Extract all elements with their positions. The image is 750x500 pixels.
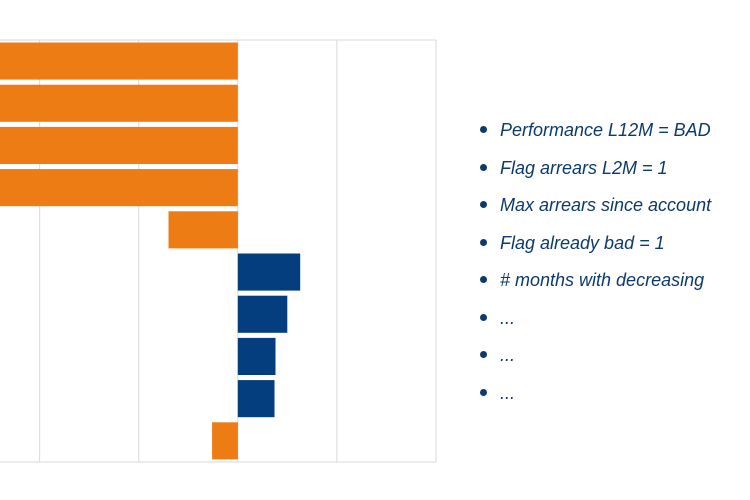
factor-label: ...: [500, 307, 516, 328]
factor-item: ...: [478, 379, 711, 417]
factor-item: # months with decreasing: [478, 266, 711, 304]
factor-label: ...: [500, 382, 516, 403]
bullet-icon: [480, 276, 487, 283]
bar: [0, 84, 238, 122]
factor-label: ...: [500, 345, 516, 365]
bullet-icon: [480, 163, 487, 171]
bar: [237, 295, 288, 333]
factor-item: Max arrears since account: [478, 191, 711, 229]
factor-label: Performance L12M = BAD: [500, 120, 711, 140]
bullet-icon: [480, 126, 487, 133]
bar: [237, 337, 276, 375]
bar: [168, 211, 238, 249]
bar: [0, 169, 238, 207]
bar: [0, 42, 238, 80]
bar: [212, 422, 238, 460]
bar: [237, 253, 301, 291]
bullet-icon: [480, 388, 487, 396]
factor-label: Flag already bad = 1: [500, 232, 665, 253]
bullet-icon: [480, 351, 487, 358]
bar-chart: [0, 39, 437, 463]
bullet-icon: [480, 238, 487, 246]
bullet-icon: [480, 201, 487, 208]
factor-item: Flag already bad = 1: [478, 229, 711, 267]
bullet-icon: [480, 313, 487, 321]
bar: [0, 126, 238, 164]
factor-list: Performance L12M = BAD Flag arrears L2M =…: [478, 116, 711, 416]
factor-item: Flag arrears L2M = 1: [478, 154, 711, 192]
factor-item: Performance L12M = BAD: [478, 116, 711, 154]
factor-label: Max arrears since account: [500, 195, 712, 215]
factor-item: ...: [478, 341, 711, 379]
factor-label: # months with decreasing: [500, 270, 705, 290]
factor-item: ...: [478, 304, 711, 342]
factor-label: Flag arrears L2M = 1: [500, 157, 668, 178]
bar: [237, 380, 275, 418]
